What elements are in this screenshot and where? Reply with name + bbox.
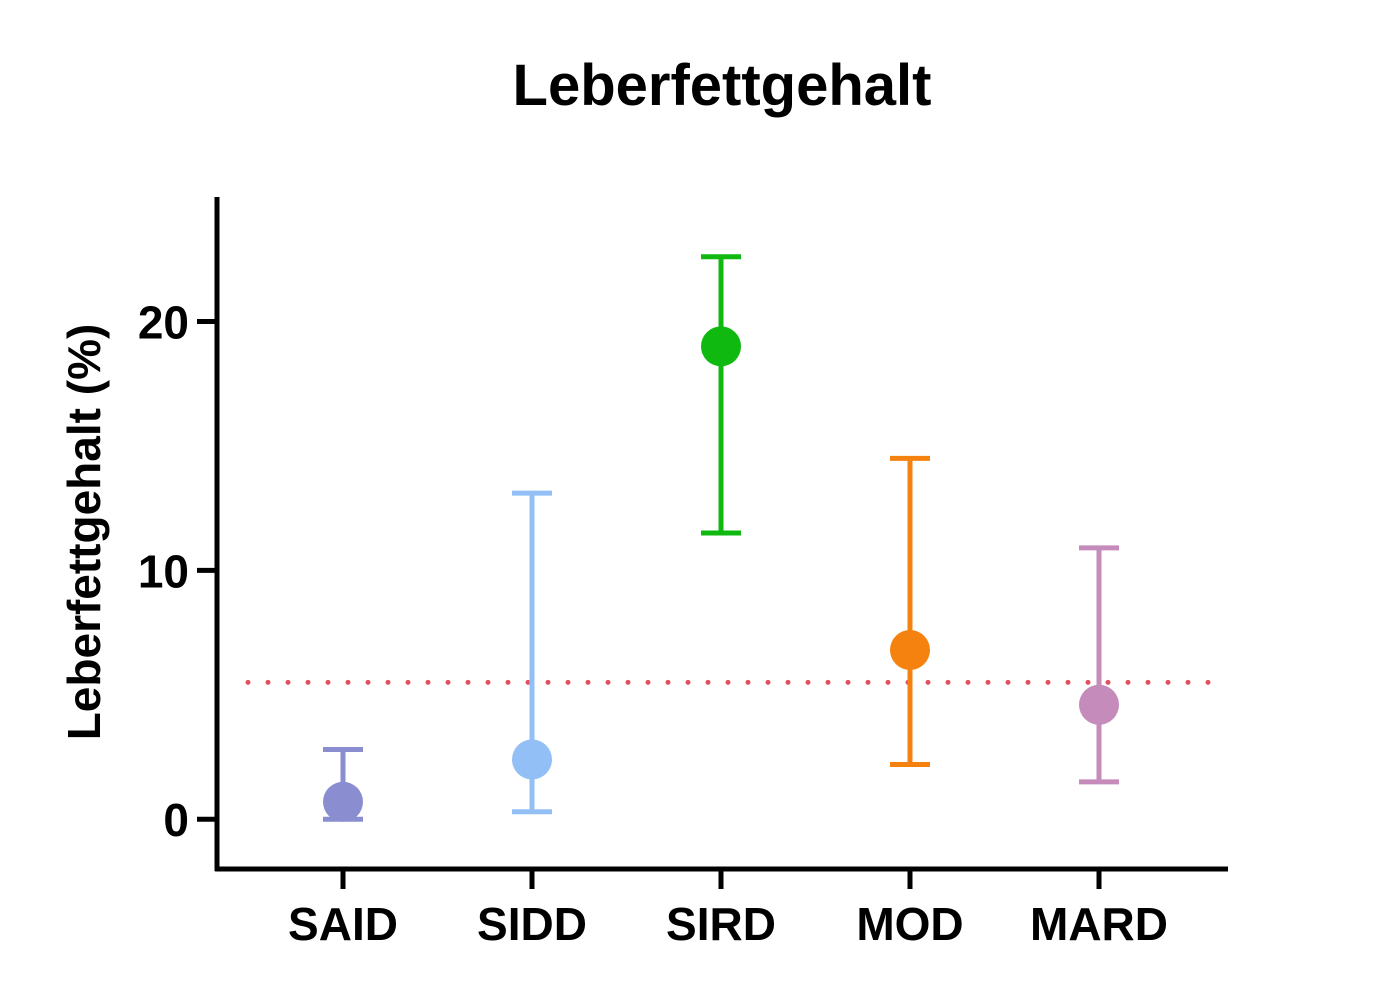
x-tick-label: MOD — [856, 898, 963, 950]
point-marker — [323, 781, 363, 822]
x-tick-label: SIDD — [477, 898, 587, 950]
data-point-mod — [890, 455, 930, 767]
point-marker — [701, 326, 741, 367]
data-point-said — [323, 747, 363, 822]
chart-title: Leberfettgehalt — [513, 53, 932, 118]
x-tick-label: SIRD — [666, 898, 776, 950]
point-marker — [512, 739, 552, 780]
y-axis-label: Leberfettgehalt (%) — [58, 324, 110, 741]
x-tick-label: SAID — [288, 898, 398, 950]
y-tick-label: 10 — [138, 545, 189, 597]
point-marker — [1079, 684, 1119, 725]
y-tick-label: 20 — [138, 296, 189, 348]
data-point-sidd — [512, 490, 552, 815]
x-tick-label: MARD — [1030, 898, 1168, 950]
data-point-sird — [701, 254, 741, 536]
data-point-mard — [1079, 545, 1119, 785]
point-marker — [890, 629, 930, 670]
y-tick-label: 0 — [163, 794, 189, 846]
